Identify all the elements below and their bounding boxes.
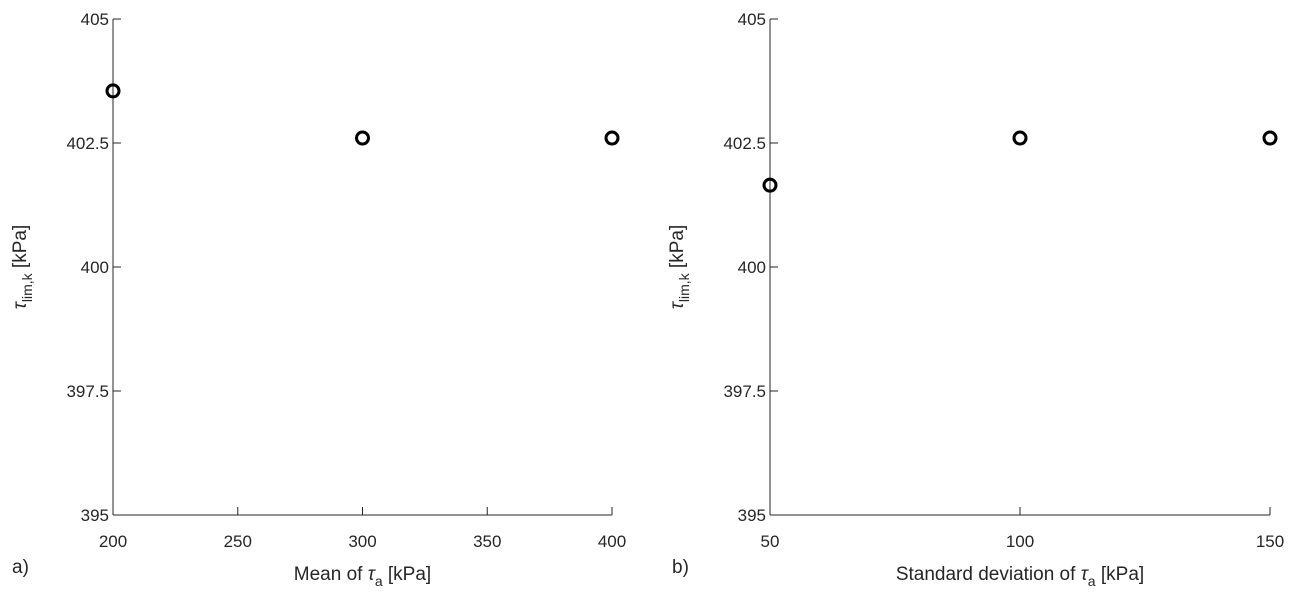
y-axis-label: τlim,k [kPa]: [10, 225, 35, 309]
x-tick-label: 150: [1256, 532, 1284, 551]
x-axis-label: Mean of τa [kPa]: [294, 564, 431, 589]
y-axis-label-symbol: τ: [10, 300, 31, 309]
chart-panel-b: 395 397.5 400 402.5 405 50 100 150 Standard devi…: [667, 10, 1284, 589]
data-point: [355, 130, 370, 146]
x-axis-label-suffix: [kPa]: [1096, 564, 1145, 585]
x-axis-label-suffix: [kPa]: [383, 564, 432, 585]
y-axis-label-sub: lim,k: [19, 272, 35, 302]
y-axis-label-suffix: [kPa]: [667, 225, 688, 274]
x-axis-label-prefix: Mean of: [294, 564, 368, 585]
data-point: [762, 177, 778, 193]
y-axis-label: τlim,k [kPa]: [667, 225, 692, 309]
x-tick-label: 350: [473, 532, 501, 551]
x-axis-label-sub: a: [375, 573, 383, 589]
y-tick-label: 397.5: [723, 382, 766, 401]
x-axis-label-prefix: Standard deviation of: [896, 564, 1081, 585]
x-axis-label-symbol: τ: [1081, 564, 1090, 585]
y-tick-label: 400: [738, 258, 766, 277]
data-point: [105, 83, 121, 99]
x-axis-label-symbol: τ: [368, 564, 377, 585]
panel-label: b): [672, 557, 689, 578]
x-tick-label: 300: [348, 532, 376, 551]
data-point: [1012, 130, 1028, 146]
y-tick-label: 395: [738, 506, 766, 525]
y-tick-label: 405: [738, 10, 766, 29]
x-tick-label: 50: [761, 532, 780, 551]
y-axis-label-symbol: τ: [667, 300, 688, 309]
x-tick-label: 100: [1006, 532, 1034, 551]
x-axis-label-sub: a: [1088, 573, 1096, 589]
y-axis-label-suffix: [kPa]: [10, 225, 31, 274]
chart-panel-a: 395 397.5 400 402.5 405 200 250 300 350 400 Mean o…: [10, 10, 626, 589]
x-tick-label: 400: [598, 532, 626, 551]
y-tick-label: 402.5: [66, 134, 109, 153]
data-point: [1262, 130, 1278, 146]
data-point: [604, 130, 620, 146]
x-tick-label: 250: [224, 532, 252, 551]
y-tick-label: 405: [81, 10, 109, 29]
x-tick-label: 200: [99, 532, 127, 551]
y-tick-label: 397.5: [66, 382, 109, 401]
y-tick-label: 395: [81, 506, 109, 525]
y-axis-label-sub: lim,k: [676, 272, 692, 302]
x-axis-label: Standard deviation of τa [kPa]: [896, 564, 1144, 589]
panel-label: a): [12, 557, 29, 578]
y-tick-label: 402.5: [723, 134, 766, 153]
y-tick-label: 400: [81, 258, 109, 277]
